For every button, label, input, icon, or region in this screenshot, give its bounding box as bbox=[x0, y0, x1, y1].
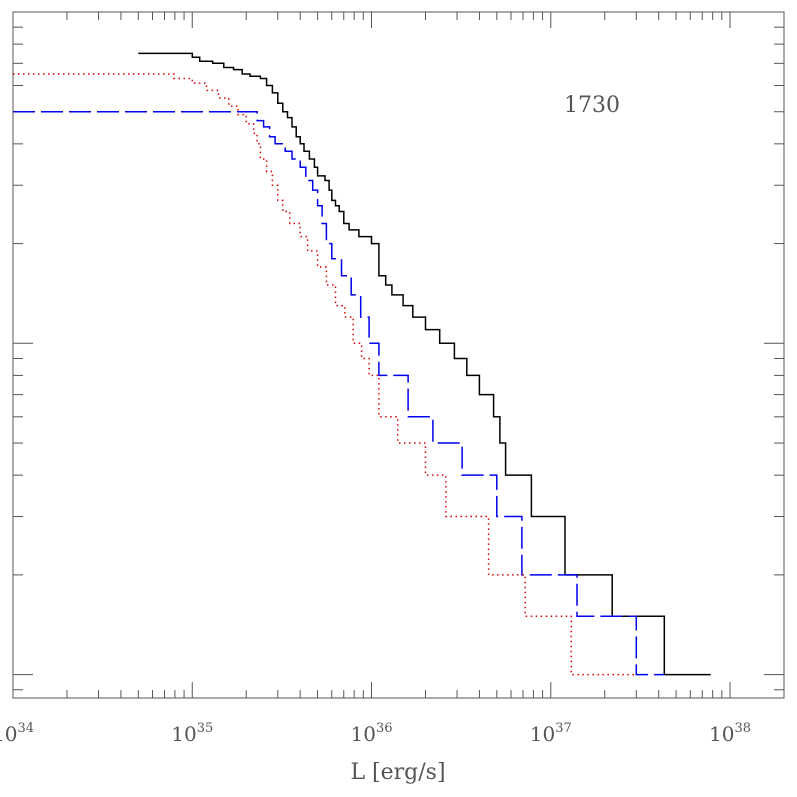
x-tick-label: 1036 bbox=[351, 721, 393, 746]
x-tick-label: 1035 bbox=[171, 721, 213, 746]
x-tick-labels: 1034 1035 1036 1037 1038 bbox=[0, 721, 751, 746]
series-solid-line bbox=[138, 52, 711, 676]
x-tick-label: 1034 bbox=[0, 721, 34, 746]
series-dashed-line bbox=[13, 110, 665, 676]
data-series bbox=[13, 52, 711, 676]
x-tick-label: 1037 bbox=[530, 721, 572, 746]
plot-frame bbox=[12, 11, 785, 699]
chart-annotation: 1730 bbox=[564, 93, 620, 118]
x-axis-label: L [erg/s] bbox=[350, 760, 445, 785]
x-tick-label: 1038 bbox=[709, 721, 751, 746]
axis-ticks bbox=[12, 11, 785, 698]
series-dotted-line bbox=[13, 73, 637, 676]
